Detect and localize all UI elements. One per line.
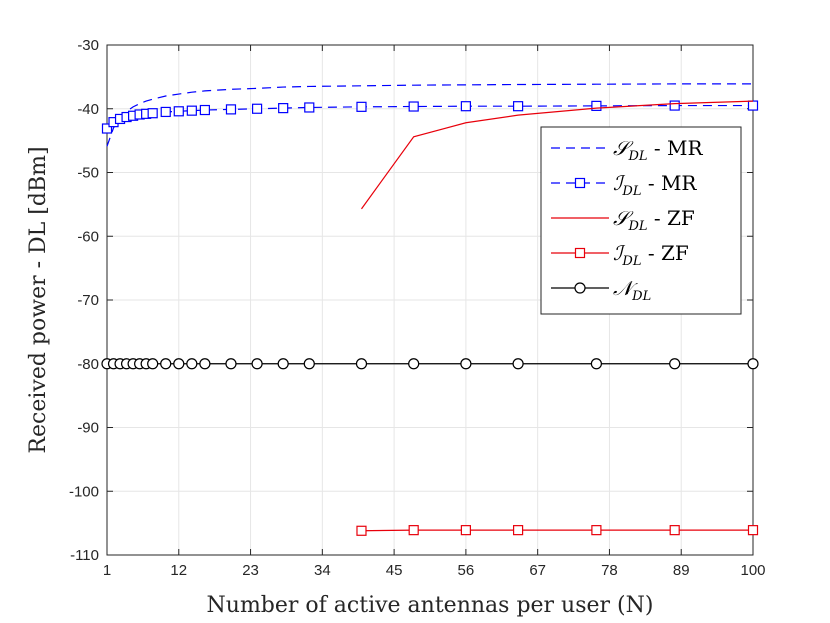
legend-label: ℐDL - ZF bbox=[613, 241, 689, 269]
data-point bbox=[186, 358, 198, 370]
data-point bbox=[173, 106, 184, 117]
data-point bbox=[408, 358, 420, 370]
y-tick-label: -70 bbox=[77, 292, 99, 309]
data-point bbox=[408, 525, 419, 536]
x-tick-label: 89 bbox=[673, 562, 690, 579]
data-point bbox=[669, 525, 680, 536]
data-point bbox=[356, 525, 367, 536]
data-point bbox=[591, 525, 602, 536]
data-point bbox=[303, 358, 315, 370]
legend-box bbox=[540, 126, 742, 315]
series-s-dl-zf bbox=[360, 100, 754, 210]
legend-label: 𝒮DL - MR bbox=[613, 136, 703, 164]
data-point bbox=[199, 358, 211, 370]
data-point bbox=[186, 105, 197, 116]
data-point bbox=[160, 106, 171, 118]
data-point bbox=[355, 358, 368, 370]
series-line bbox=[361, 529, 753, 532]
data-point bbox=[747, 358, 759, 370]
data-point bbox=[747, 525, 759, 536]
data-point bbox=[512, 358, 524, 370]
data-point bbox=[669, 100, 680, 111]
data-point bbox=[590, 358, 602, 370]
y-tick-label: -60 bbox=[77, 228, 99, 245]
data-point bbox=[669, 358, 681, 370]
data-point bbox=[101, 123, 113, 134]
y-tick-label: -110 bbox=[70, 547, 99, 564]
x-tick-label: 1 bbox=[103, 562, 111, 579]
x-tick-label: 45 bbox=[386, 562, 403, 579]
legend-marker bbox=[574, 282, 586, 294]
data-point bbox=[591, 100, 602, 111]
legend-item: ℐDL - ZF bbox=[551, 241, 689, 269]
y-tick-label: -90 bbox=[77, 420, 99, 437]
legend-marker bbox=[574, 177, 586, 189]
data-point bbox=[199, 104, 210, 116]
plot-area bbox=[101, 83, 759, 536]
data-point bbox=[356, 101, 367, 112]
data-point bbox=[747, 100, 759, 111]
x-tick-label: 12 bbox=[170, 562, 187, 579]
data-point bbox=[512, 101, 524, 112]
x-tick-label: 56 bbox=[458, 562, 475, 579]
x-tick-label: 100 bbox=[740, 562, 765, 579]
data-point bbox=[408, 101, 419, 112]
series-i-dl-mr bbox=[101, 100, 759, 134]
data-point bbox=[173, 358, 185, 370]
data-point bbox=[460, 525, 471, 536]
y-axis-ticks: -110 -100 -90 -80 -70 -60 -50 -40 -30 bbox=[69, 37, 753, 564]
x-tick-label: 34 bbox=[314, 562, 331, 579]
legend-label: 𝒮DL - ZF bbox=[613, 206, 695, 234]
x-tick-label: 67 bbox=[529, 562, 546, 579]
series-line bbox=[106, 104, 753, 129]
data-point bbox=[512, 525, 524, 536]
data-point bbox=[147, 358, 159, 370]
x-tick-label: 78 bbox=[601, 562, 618, 579]
series-n-dl bbox=[101, 358, 759, 370]
series-line bbox=[106, 83, 753, 147]
data-point bbox=[225, 358, 237, 370]
data-point bbox=[460, 358, 472, 370]
data-point bbox=[460, 101, 471, 112]
y-tick-label: -100 bbox=[69, 483, 99, 500]
legend-item: 𝒮DL - MR bbox=[551, 136, 703, 164]
y-axis-label: Received power - DL [dBm] bbox=[26, 146, 51, 453]
data-point bbox=[251, 358, 263, 370]
data-point bbox=[160, 358, 172, 370]
x-axis-ticks: 1 12 23 34 45 56 67 78 89 100 bbox=[103, 45, 766, 579]
series-i-dl-zf bbox=[356, 525, 759, 536]
x-axis-label: Number of active antennas per user (N) bbox=[207, 593, 654, 618]
data-point bbox=[304, 102, 315, 113]
data-point bbox=[277, 358, 289, 370]
data-point bbox=[251, 103, 263, 114]
y-tick-label: -50 bbox=[77, 165, 99, 182]
y-tick-label: -30 bbox=[77, 37, 99, 54]
y-tick-label: -40 bbox=[77, 101, 99, 118]
data-point bbox=[225, 104, 237, 115]
series-s-dl-mr bbox=[106, 83, 753, 147]
x-tick-label: 23 bbox=[242, 562, 259, 579]
legend-marker bbox=[574, 247, 586, 259]
data-point bbox=[147, 108, 158, 119]
data-point bbox=[278, 103, 289, 114]
series-line bbox=[360, 100, 754, 210]
y-tick-label: -80 bbox=[77, 356, 99, 373]
